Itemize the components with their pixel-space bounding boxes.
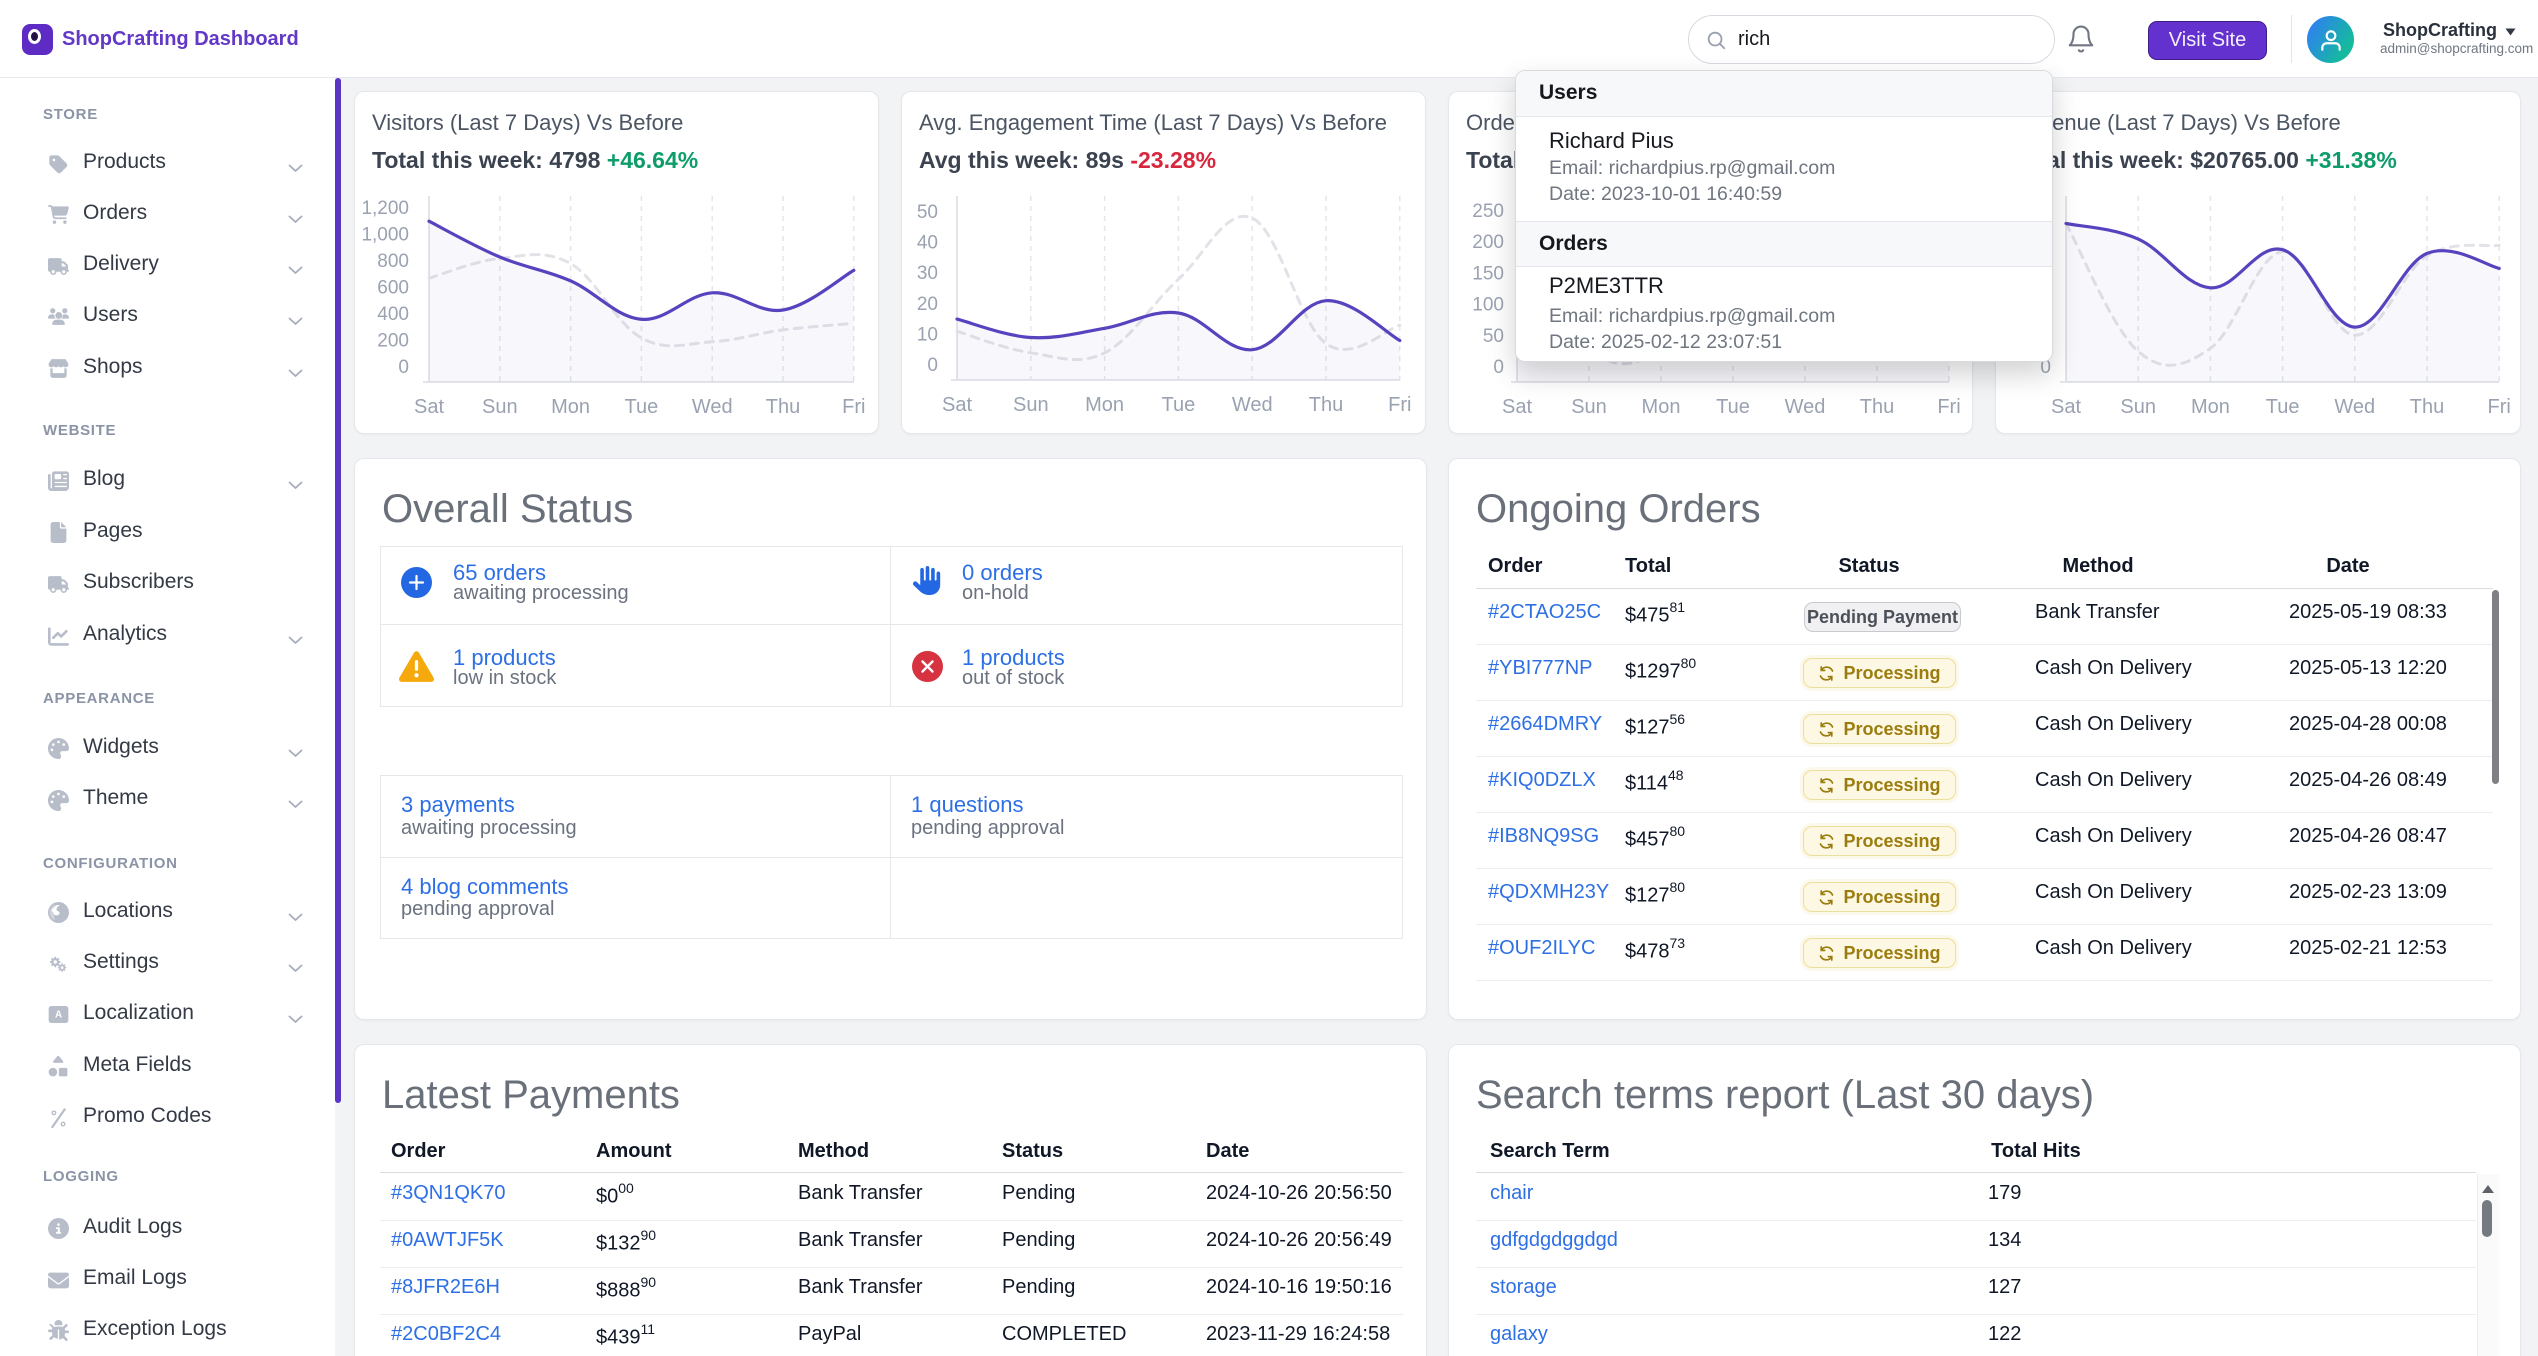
- svg-text:0: 0: [398, 357, 409, 378]
- svg-text:Sun: Sun: [2120, 396, 2156, 418]
- svg-text:Wed: Wed: [2334, 396, 2375, 418]
- svg-text:50: 50: [1483, 326, 1504, 347]
- svg-text:200: 200: [1472, 232, 1504, 253]
- svg-text:Sun: Sun: [482, 396, 518, 418]
- svg-text:Mon: Mon: [1085, 394, 1124, 416]
- svg-text:40: 40: [917, 233, 938, 254]
- svg-text:Mon: Mon: [2191, 396, 2230, 418]
- svg-text:100: 100: [1472, 295, 1504, 316]
- svg-text:Thu: Thu: [2410, 396, 2444, 418]
- svg-text:800: 800: [377, 251, 409, 272]
- svg-text:Fri: Fri: [1937, 396, 1960, 418]
- svg-text:Fri: Fri: [2488, 396, 2511, 418]
- svg-text:150: 150: [1472, 263, 1504, 284]
- svg-text:A: A: [55, 1010, 62, 1021]
- svg-text:1,000: 1,000: [361, 225, 409, 246]
- svg-text:Tue: Tue: [625, 396, 659, 418]
- svg-text:Sat: Sat: [1502, 396, 1532, 418]
- svg-text:1,200: 1,200: [361, 198, 409, 219]
- svg-text:Sat: Sat: [2051, 396, 2081, 418]
- svg-text:Wed: Wed: [1785, 396, 1826, 418]
- svg-text:Sat: Sat: [942, 394, 972, 416]
- svg-text:Thu: Thu: [1860, 396, 1894, 418]
- svg-text:Wed: Wed: [1232, 394, 1273, 416]
- svg-text:50: 50: [917, 202, 938, 223]
- svg-text:Sat: Sat: [414, 396, 444, 418]
- svg-text:Sun: Sun: [1571, 396, 1607, 418]
- svg-text:30: 30: [917, 263, 938, 284]
- svg-text:400: 400: [377, 304, 409, 325]
- svg-text:Mon: Mon: [551, 396, 590, 418]
- svg-text:Sun: Sun: [1013, 394, 1049, 416]
- svg-text:Fri: Fri: [842, 396, 865, 418]
- svg-text:Wed: Wed: [692, 396, 733, 418]
- svg-text:0: 0: [2040, 357, 2051, 378]
- svg-text:Thu: Thu: [766, 396, 800, 418]
- svg-text:Tue: Tue: [2266, 396, 2300, 418]
- svg-text:Mon: Mon: [1642, 396, 1681, 418]
- svg-text:600: 600: [377, 278, 409, 299]
- svg-text:10: 10: [917, 324, 938, 345]
- svg-text:250: 250: [1472, 201, 1504, 222]
- svg-text:20: 20: [917, 294, 938, 315]
- svg-text:0: 0: [1493, 357, 1504, 378]
- svg-text:Thu: Thu: [1309, 394, 1343, 416]
- svg-text:200: 200: [377, 331, 409, 352]
- svg-text:Tue: Tue: [1162, 394, 1196, 416]
- svg-text:Fri: Fri: [1388, 394, 1411, 416]
- svg-text:0: 0: [927, 355, 938, 376]
- svg-text:Tue: Tue: [1716, 396, 1750, 418]
